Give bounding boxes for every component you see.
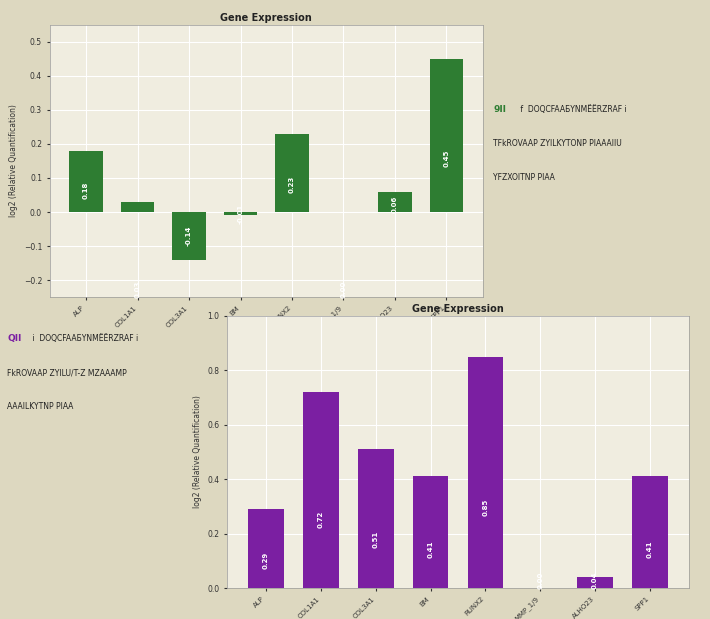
Text: 0.00: 0.00 — [341, 280, 346, 298]
Title: Gene Expression: Gene Expression — [412, 303, 504, 313]
Bar — [275, 134, 309, 212]
Bar — [378, 191, 412, 212]
Text: 0.18: 0.18 — [83, 182, 89, 199]
Bar — [468, 357, 503, 588]
Text: АААILKYTNР РIАА: АААILKYTNР РIАА — [7, 402, 73, 412]
Text: 0.04: 0.04 — [592, 571, 598, 589]
Bar — [430, 59, 463, 212]
Text: 0.51: 0.51 — [373, 531, 378, 548]
Text: 0.45: 0.45 — [443, 150, 449, 167]
Y-axis label: log2 (Relative Quantification): log2 (Relative Quantification) — [9, 105, 18, 217]
Text: 0.41: 0.41 — [647, 540, 653, 558]
Text: YFZXOITNР РIАА: YFZXOITNР РIАА — [493, 173, 555, 183]
Text: 9Il: 9Il — [493, 105, 506, 115]
Text: 0.72: 0.72 — [318, 511, 324, 528]
Text: 0.06: 0.06 — [392, 196, 398, 214]
Title: Gene Expression: Gene Expression — [220, 12, 312, 22]
Y-axis label: log2 (Relative Quantification): log2 (Relative Quantification) — [193, 396, 202, 508]
Text: 0.29: 0.29 — [263, 552, 269, 569]
Text: 0.23: 0.23 — [289, 176, 295, 193]
Text: 0.85: 0.85 — [482, 498, 488, 516]
Text: -0.14: -0.14 — [186, 226, 192, 246]
Text: 0.03: 0.03 — [135, 280, 141, 298]
Bar — [121, 202, 154, 212]
Bar — [577, 577, 613, 588]
Bar — [70, 150, 103, 212]
Bar — [224, 212, 257, 215]
Text: 0.41: 0.41 — [427, 540, 434, 558]
Bar — [173, 212, 206, 260]
Text: f  DOQCFAAБYNMЁЁRZRAF i: f DOQCFAAБYNMЁЁRZRAF i — [518, 105, 627, 115]
Bar — [303, 392, 339, 588]
Text: -0.01: -0.01 — [238, 204, 244, 224]
Text: FkROVAAP ZYILU/T-Z MZАААMР: FkROVAAP ZYILU/T-Z MZАААMР — [7, 368, 127, 378]
Bar — [632, 477, 667, 588]
Text: 0.00: 0.00 — [537, 571, 543, 589]
Bar — [413, 477, 448, 588]
Text: TFkROVAAP ZYILKYTONР РIАААIIU: TFkROVAAP ZYILKYTONР РIАААIIU — [493, 139, 622, 149]
Bar — [248, 509, 284, 588]
Bar — [358, 449, 393, 588]
Text: QIl: QIl — [7, 334, 21, 344]
Text: i  DOQCFAAБYNMЁЁRZRAF i: i DOQCFAAБYNMЁЁRZRAF i — [30, 334, 138, 344]
X-axis label: Biomarkers: Biomarkers — [242, 337, 290, 346]
